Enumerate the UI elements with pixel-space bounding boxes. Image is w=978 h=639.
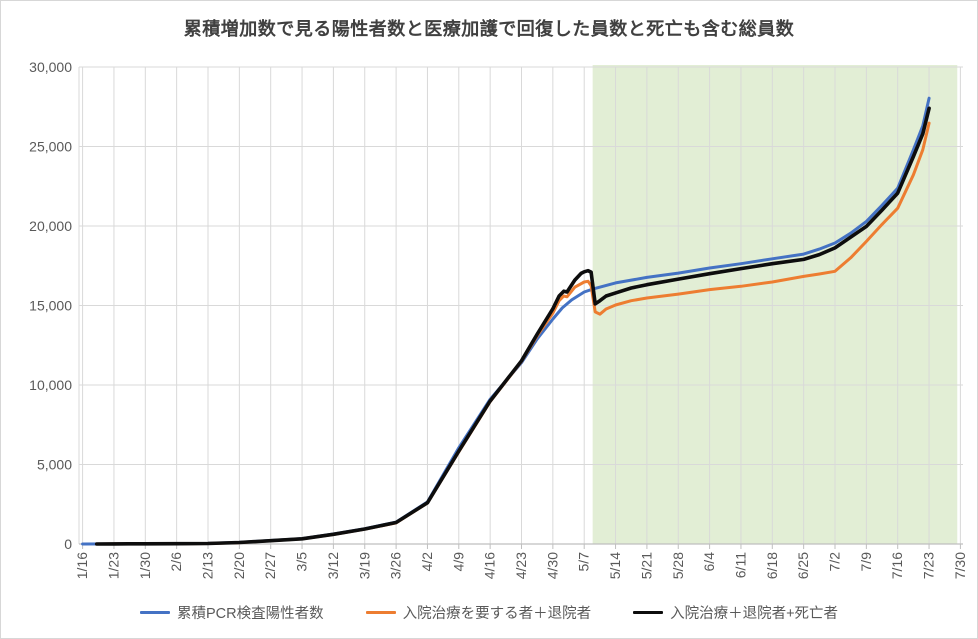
x-axis-tick-label: 3/12 xyxy=(325,552,341,579)
x-axis-tick-label: 3/26 xyxy=(388,552,404,579)
x-axis-tick-label: 5/21 xyxy=(638,552,654,579)
x-axis-tick-label: 7/9 xyxy=(858,552,874,572)
legend-line-sample-blue xyxy=(139,611,170,614)
x-axis-tick-label: 5/7 xyxy=(576,552,592,572)
x-axis-tick-label: 3/5 xyxy=(294,552,310,572)
y-axis-tick-label: 5,000 xyxy=(37,457,72,473)
x-axis-tick-label: 6/11 xyxy=(732,552,748,578)
y-axis-tick-label: 0 xyxy=(64,536,72,552)
x-axis-tick-label: 1/30 xyxy=(137,552,153,579)
x-axis-tick-label: 1/23 xyxy=(105,552,121,579)
x-axis-tick-label: 2/13 xyxy=(200,552,216,579)
legend: 累積PCR検査陽性者数 入院治療を要する者＋退院者 入院治療＋退院者+死亡者 xyxy=(1,602,977,623)
legend-label: 累積PCR検査陽性者数 xyxy=(176,606,324,622)
legend-item-positive[interactable]: 累積PCR検査陽性者数 xyxy=(139,602,324,623)
x-axis-tick-label: 4/9 xyxy=(450,552,466,572)
x-axis-tick-label: 4/16 xyxy=(482,552,498,579)
x-axis-tick-label: 1/16 xyxy=(74,552,90,579)
x-axis-tick-label: 5/14 xyxy=(607,552,623,579)
legend-label: 入院治療を要する者＋退院者 xyxy=(402,606,592,622)
legend-line-sample-orange xyxy=(365,611,396,614)
x-axis-tick-label: 2/20 xyxy=(231,552,247,579)
x-axis-tick-label: 6/25 xyxy=(795,552,811,579)
x-axis-tick-label: 7/30 xyxy=(952,552,968,579)
x-axis-tick-label: 7/2 xyxy=(827,552,843,572)
x-axis-tick-label: 6/4 xyxy=(701,552,717,572)
chart-title: 累積増加数で見る陽性者数と医療加護で回復した員数と死亡も含む総員数 xyxy=(183,19,795,39)
x-axis-tick-label: 4/2 xyxy=(419,552,435,572)
y-axis-tick-label: 20,000 xyxy=(29,218,72,234)
y-axis-tick-label: 25,000 xyxy=(29,139,72,155)
y-axis-tick-label: 10,000 xyxy=(29,377,72,393)
legend-label: 入院治療＋退院者+死亡者 xyxy=(670,606,839,622)
legend-item-hospital-discharged[interactable]: 入院治療を要する者＋退院者 xyxy=(365,602,592,623)
x-axis-tick-label: 5/28 xyxy=(670,552,686,579)
x-axis-tick-label: 3/19 xyxy=(356,552,372,579)
series-line-2 xyxy=(94,106,931,546)
x-axis-tick-label: 7/16 xyxy=(889,552,905,579)
x-axis-tick-label: 2/27 xyxy=(262,552,278,579)
x-axis-tick-label: 2/6 xyxy=(168,552,184,572)
y-axis-tick-label: 30,000 xyxy=(29,59,72,75)
legend-line-sample-black xyxy=(633,610,664,615)
x-axis-tick-label: 4/23 xyxy=(513,552,529,579)
x-axis-tick-label: 7/23 xyxy=(921,552,937,579)
x-axis-tick-label: 4/30 xyxy=(544,552,560,579)
y-axis-tick-label: 15,000 xyxy=(29,298,72,314)
legend-item-total-with-deaths[interactable]: 入院治療＋退院者+死亡者 xyxy=(633,602,838,623)
x-axis-tick-label: 6/18 xyxy=(764,552,780,579)
